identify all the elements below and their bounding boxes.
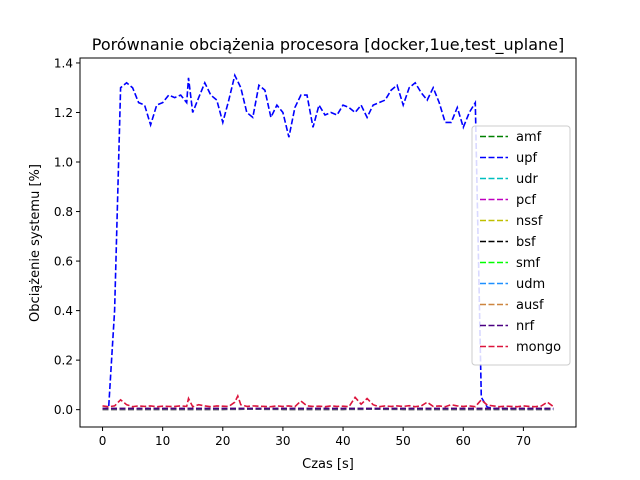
legend-label-upf: upf [516, 151, 537, 166]
legend-label-bsf: bsf [516, 235, 536, 250]
legend-box [471, 125, 571, 366]
x-axis-label: Czas [s] [302, 457, 354, 472]
y-tick-label: 1.2 [54, 106, 73, 120]
y-tick-label: 0.8 [54, 205, 73, 219]
legend-label-mongo: mongo [516, 340, 561, 355]
ticks-layer: 0 10 20 30 40 50 60 70 0.0 0.2 0.4 0.6 0.8 1.0 1.2 1.4 [54, 56, 531, 448]
x-tick-label: 40 [335, 434, 350, 448]
legend: amf upf udr pcf nssf bsf smf udm ausf nrf mongo [471, 125, 571, 366]
chart-title: Porównanie obciążenia procesora [docker,… [92, 35, 564, 55]
legend-label-pcf: pcf [516, 193, 536, 208]
legend-label-amf: amf [516, 130, 542, 145]
y-tick-label: 0.4 [54, 304, 73, 318]
series-layer [102, 72, 554, 411]
y-tick-label: 1.0 [54, 156, 73, 170]
legend-label-smf: smf [516, 256, 540, 271]
legend-label-nrf: nrf [516, 319, 535, 334]
x-tick-label: 20 [215, 434, 230, 448]
y-tick-label: 0.0 [54, 403, 73, 417]
x-tick-label: 0 [99, 434, 107, 448]
y-tick-label: 0.6 [54, 255, 73, 269]
axes-frame [79, 57, 577, 428]
x-tick-label: 50 [396, 434, 411, 448]
x-tick-label: 10 [155, 434, 170, 448]
legend-label-ausf: ausf [516, 298, 544, 313]
legend-label-udm: udm [516, 277, 545, 292]
legend-label-udr: udr [516, 172, 538, 187]
y-tick-label: 1.4 [54, 56, 73, 70]
series-line-mongo [102, 393, 554, 408]
y-axis-label: Obciążenie systemu [%] [28, 164, 43, 322]
legend-label-nssf: nssf [516, 214, 543, 229]
y-tick-label: 0.2 [54, 354, 73, 368]
x-tick-label: 60 [456, 434, 471, 448]
series-line-upf [102, 72, 554, 410]
x-tick-label: 70 [516, 434, 531, 448]
x-tick-label: 30 [275, 434, 290, 448]
